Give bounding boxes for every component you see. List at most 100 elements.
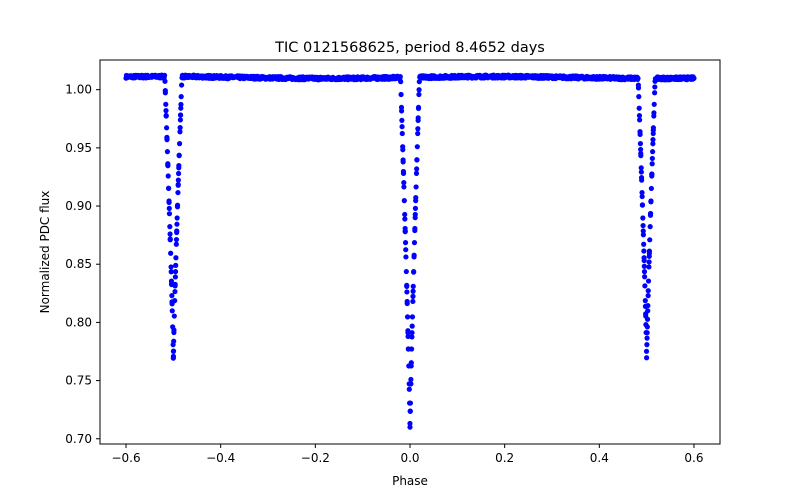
data-point (640, 215, 646, 221)
data-point (176, 152, 182, 158)
x-tick-label: 0.6 (684, 451, 703, 465)
data-point (637, 129, 643, 135)
plot-frame (99, 59, 721, 445)
x-axis-label: Phase (392, 474, 428, 488)
y-tick-label: 0.75 (65, 374, 92, 388)
data-point (644, 335, 650, 341)
data-point (648, 185, 654, 192)
data-point (637, 141, 644, 147)
data-point (398, 91, 404, 98)
data-point (649, 149, 656, 155)
data-point (167, 236, 173, 242)
data-point (636, 105, 642, 111)
y-tick-label: 0.85 (65, 257, 92, 271)
data-point (650, 137, 656, 143)
data-point (409, 323, 415, 329)
data-point (640, 228, 646, 234)
data-point (641, 248, 647, 254)
data-point (643, 311, 649, 317)
data-point (414, 144, 420, 150)
data-point (409, 314, 416, 320)
data-point (411, 240, 418, 246)
data-point (408, 360, 414, 366)
data-point (413, 184, 419, 190)
data-point (170, 348, 177, 354)
data-point (162, 78, 168, 84)
data-point (166, 185, 172, 191)
data-point (404, 314, 411, 320)
data-point (410, 298, 416, 305)
data-point (403, 268, 409, 275)
data-points (123, 72, 697, 430)
data-point (177, 129, 183, 135)
data-point (174, 221, 180, 227)
data-point (414, 166, 420, 172)
data-point (635, 85, 642, 91)
data-point (407, 408, 413, 414)
data-point (648, 198, 654, 205)
data-point (647, 224, 653, 230)
data-point (639, 189, 645, 196)
data-point (173, 241, 179, 247)
data-point (406, 386, 412, 392)
data-point (173, 255, 179, 261)
data-point (175, 170, 182, 177)
y-tick-label: 0.80 (65, 315, 92, 329)
data-point (167, 231, 173, 237)
data-point (168, 269, 174, 275)
data-point (169, 293, 175, 299)
data-point (643, 322, 649, 328)
data-point (171, 313, 177, 319)
data-point (400, 147, 406, 153)
y-tick-label: 0.95 (65, 141, 92, 155)
data-point (166, 211, 173, 217)
data-point (162, 87, 168, 94)
data-point (641, 263, 647, 269)
data-point (165, 161, 171, 168)
data-point (416, 91, 422, 98)
data-point (407, 420, 413, 427)
data-point (399, 117, 405, 123)
data-point (409, 330, 415, 336)
data-point (647, 237, 653, 243)
data-point (416, 87, 422, 93)
data-point (410, 293, 416, 299)
y-axis-label: Normalized PDC flux (38, 191, 52, 314)
data-point (691, 75, 697, 81)
data-point (174, 215, 180, 221)
data-point (415, 105, 422, 112)
data-point (399, 124, 405, 130)
data-point (645, 288, 651, 294)
x-tick-label: 0.4 (590, 451, 609, 465)
data-point (169, 308, 175, 314)
data-point (414, 157, 420, 163)
data-point (642, 283, 648, 289)
data-point (171, 327, 177, 333)
data-point (404, 289, 410, 295)
y-axis-ticks: 0.70 0.75 0.80 0.85 0.90 0.95 1.00 (65, 83, 100, 446)
data-point (178, 101, 184, 108)
data-point (646, 253, 652, 259)
x-tick-label: −0.4 (206, 451, 235, 465)
data-point (176, 141, 183, 147)
data-point (410, 283, 416, 289)
data-point (175, 189, 181, 196)
data-point (638, 165, 644, 171)
data-point (651, 101, 657, 107)
data-point (640, 232, 646, 238)
data-point (409, 334, 415, 340)
data-point (644, 355, 650, 361)
y-tick-label: 0.70 (65, 432, 92, 446)
data-point (177, 112, 184, 118)
chart-title: TIC 0121568625, period 8.4652 days (274, 40, 545, 56)
data-point (167, 224, 173, 230)
data-point (402, 240, 409, 246)
data-point (408, 381, 414, 387)
data-point (174, 204, 181, 210)
data-point (172, 288, 178, 295)
data-point (637, 117, 643, 123)
data-point (647, 210, 654, 217)
data-point (402, 216, 408, 222)
data-point (172, 281, 178, 287)
data-point (165, 173, 171, 179)
